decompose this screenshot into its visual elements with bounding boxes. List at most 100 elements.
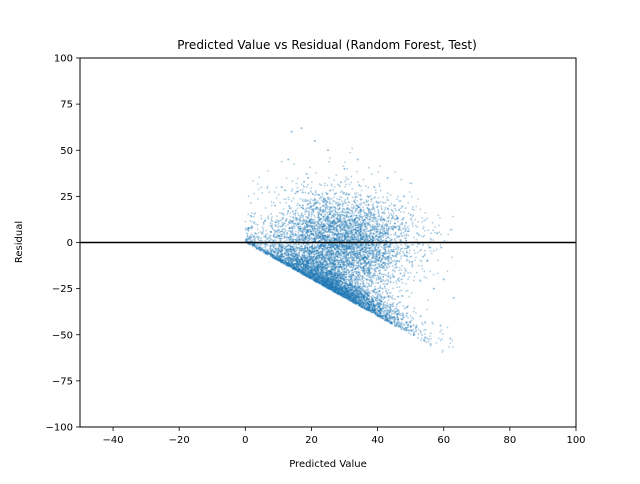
scatter-point <box>293 249 296 252</box>
scatter-point <box>349 231 352 234</box>
scatter-point <box>256 236 259 239</box>
scatter-point <box>360 244 363 247</box>
scatter-point <box>340 181 343 183</box>
scatter-point <box>347 286 350 289</box>
scatter-point <box>324 214 327 216</box>
scatter-point <box>378 182 381 185</box>
scatter-point <box>350 181 353 184</box>
scatter-point <box>408 276 411 278</box>
scatter-point <box>405 314 408 317</box>
scatter-point <box>386 245 389 247</box>
scatter-point <box>316 230 319 232</box>
scatter-point <box>345 178 348 181</box>
scatter-point <box>423 249 426 252</box>
scatter-point <box>409 272 412 274</box>
chart-title: Predicted Value vs Residual (Random Fore… <box>177 38 477 52</box>
scatter-point <box>359 292 362 295</box>
scatter-point <box>305 185 308 188</box>
scatter-point <box>325 286 328 289</box>
scatter-point <box>287 245 289 247</box>
scatter-point <box>357 282 360 285</box>
scatter-point <box>331 272 334 274</box>
scatter-point <box>372 308 375 310</box>
scatter-point <box>388 295 390 297</box>
scatter-point <box>312 274 314 277</box>
scatter-point <box>380 205 382 208</box>
scatter-point <box>301 256 304 259</box>
scatter-point <box>335 228 338 231</box>
scatter-point <box>386 192 389 195</box>
scatter-point <box>348 239 350 242</box>
scatter-point <box>395 307 398 310</box>
scatter-point <box>370 234 373 237</box>
scatter-point <box>332 285 335 288</box>
scatter-point <box>316 269 319 272</box>
scatter-point <box>334 206 337 209</box>
scatter-point <box>274 224 277 226</box>
scatter-point <box>271 245 274 248</box>
scatter-point <box>316 269 319 272</box>
scatter-point <box>363 246 366 249</box>
scatter-point <box>260 217 263 220</box>
scatter-point <box>334 238 336 241</box>
scatter-point <box>342 247 344 250</box>
scatter-point <box>292 238 295 241</box>
scatter-point <box>317 207 319 210</box>
scatter-point <box>264 251 267 254</box>
scatter-point <box>353 242 356 245</box>
scatter-point <box>345 269 347 272</box>
scatter-point <box>365 282 368 285</box>
scatter-point <box>282 208 285 211</box>
scatter-point <box>435 248 438 251</box>
scatter-point <box>296 263 298 266</box>
scatter-point <box>301 273 304 276</box>
scatter-point <box>326 286 328 289</box>
scatter-point <box>318 239 321 242</box>
scatter-point <box>381 221 384 224</box>
scatter-point <box>442 349 444 352</box>
scatter-point <box>330 183 333 186</box>
scatter-point <box>341 295 344 297</box>
scatter-point <box>257 188 260 191</box>
scatter-point <box>323 267 325 270</box>
scatter-point <box>329 286 331 289</box>
scatter-point <box>306 210 308 213</box>
scatter-point <box>340 224 343 227</box>
scatter-point <box>346 295 348 297</box>
scatter-point <box>415 324 418 327</box>
scatter-point <box>398 286 401 288</box>
scatter-point <box>325 253 328 256</box>
scatter-point <box>326 248 328 251</box>
scatter-point <box>356 288 359 290</box>
scatter-point <box>276 232 279 234</box>
scatter-point <box>343 219 346 221</box>
scatter-point <box>427 244 430 246</box>
scatter-point <box>341 286 344 289</box>
scatter-point <box>415 224 417 227</box>
scatter-point <box>384 208 387 211</box>
scatter-point <box>375 266 378 269</box>
scatter-point <box>358 210 361 213</box>
scatter-point <box>327 242 330 245</box>
scatter-point <box>364 253 367 256</box>
scatter-point <box>387 249 390 251</box>
scatter-point <box>326 283 328 285</box>
scatter-point <box>374 234 377 237</box>
scatter-point <box>422 226 425 228</box>
scatter-point <box>301 198 304 201</box>
scatter-point <box>346 239 349 242</box>
scatter-point <box>343 271 346 274</box>
scatter-point <box>407 225 409 228</box>
scatter-point <box>386 315 389 318</box>
scatter-point <box>341 245 344 248</box>
scatter-point <box>367 186 370 189</box>
scatter-point <box>407 230 409 233</box>
scatter-point <box>288 256 291 259</box>
scatter-point <box>360 189 363 192</box>
scatter-point <box>404 247 406 250</box>
scatter-point <box>388 217 390 219</box>
scatter-point <box>306 263 309 266</box>
scatter-point <box>359 282 362 285</box>
scatter-point <box>331 268 334 270</box>
scatter-point <box>331 287 334 290</box>
